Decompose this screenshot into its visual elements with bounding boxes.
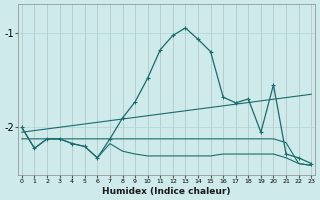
X-axis label: Humidex (Indice chaleur): Humidex (Indice chaleur) [102, 187, 231, 196]
